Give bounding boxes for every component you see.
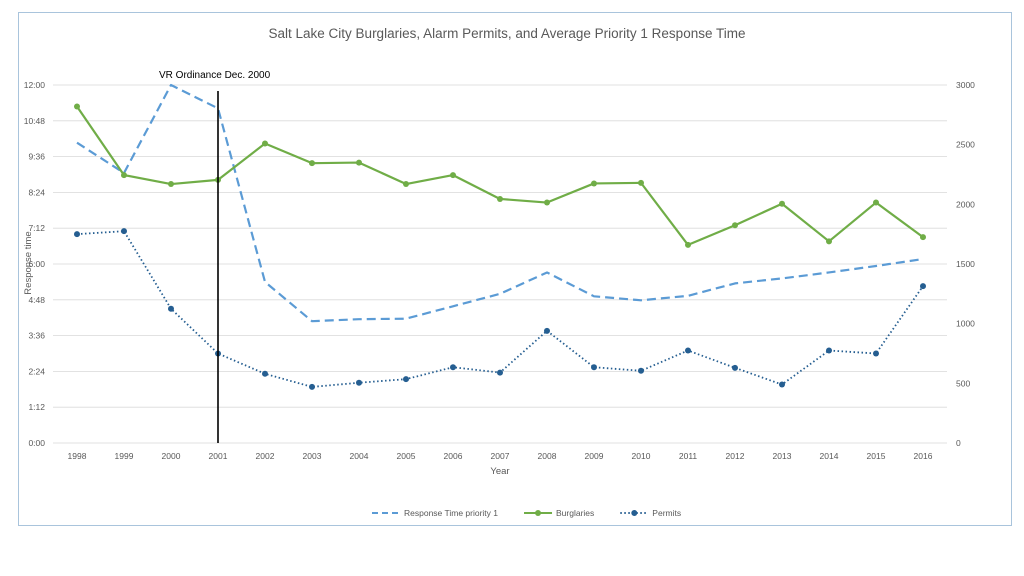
x-tick-label: 2006 <box>444 451 463 461</box>
x-tick-label: 2001 <box>209 451 228 461</box>
y-right-tick-label: 0 <box>956 438 961 448</box>
y-axis-title: Response time <box>23 231 34 294</box>
legend-label-permits: Permits <box>652 508 681 518</box>
y-left-tick-label: 4:48 <box>28 295 45 305</box>
data-point-permits <box>497 369 503 376</box>
legend-marker-burglaries <box>535 510 542 516</box>
y-left-tick-label: 7:12 <box>28 223 45 233</box>
y-right-tick-label: 1000 <box>956 319 975 329</box>
series-line-permits <box>76 230 924 388</box>
series-line-burglaries <box>76 105 924 247</box>
x-tick-label: 1999 <box>115 451 134 461</box>
x-tick-label: 2007 <box>491 451 510 461</box>
x-tick-label: 2010 <box>632 451 651 461</box>
data-point-permits <box>544 327 550 334</box>
x-tick-label: 2012 <box>726 451 745 461</box>
y-left-tick-label: 0:00 <box>28 438 45 448</box>
y-right-tick-label: 500 <box>956 378 970 388</box>
data-point-burglaries <box>920 234 926 241</box>
data-point-permits <box>403 376 409 383</box>
chart-frame: Salt Lake City Burglaries, Alarm Permits… <box>18 12 1012 526</box>
y-left-tick-label: 8:24 <box>28 187 45 197</box>
x-tick-label: 2013 <box>773 451 792 461</box>
legend-label-response-time-priority-1: Response Time priority 1 <box>404 508 498 518</box>
legend-label-burglaries: Burglaries <box>556 508 594 518</box>
data-point-permits <box>732 364 738 371</box>
data-point-permits <box>920 283 926 290</box>
series-layer <box>74 83 926 390</box>
x-tick-label: 2008 <box>538 451 557 461</box>
annotation: VR Ordinance Dec. 2000 <box>159 70 271 443</box>
data-point-burglaries <box>826 238 832 245</box>
data-point-permits <box>638 367 644 374</box>
x-tick-label: 2011 <box>679 451 698 461</box>
data-point-permits <box>873 350 879 357</box>
x-tick-label: 2014 <box>820 451 839 461</box>
y-right-tick-label: 2000 <box>956 199 975 209</box>
x-tick-label: 2002 <box>256 451 275 461</box>
gridlines <box>53 84 947 444</box>
x-tick-label: 2016 <box>914 451 933 461</box>
y-left-tick-label: 3:36 <box>28 331 45 341</box>
y-left-tick-label: 1:12 <box>28 402 45 412</box>
data-point-permits <box>262 370 268 377</box>
y-left-tick-label: 10:48 <box>24 116 46 126</box>
data-point-burglaries <box>544 199 550 206</box>
data-point-permits <box>356 379 362 386</box>
annotation-label: VR Ordinance Dec. 2000 <box>159 70 271 81</box>
data-point-burglaries <box>685 241 691 248</box>
x-axis-title: Year <box>490 466 509 477</box>
x-tick-label: 1998 <box>68 451 87 461</box>
axes: 0:00 1:12 2:24 3:36 4:48 6:00 7:12 8:24 9:36 10:4… <box>24 80 975 461</box>
data-point-burglaries <box>356 159 362 166</box>
data-point-permits <box>685 347 691 354</box>
legend: Response Time priority 1 Burglaries Permit… <box>372 508 681 518</box>
data-point-burglaries <box>450 172 456 179</box>
data-point-permits <box>450 364 456 371</box>
data-point-permits <box>309 383 315 390</box>
y-left-tick-label: 2:24 <box>28 366 45 376</box>
data-point-permits <box>74 231 80 238</box>
data-point-burglaries <box>591 180 597 187</box>
data-point-burglaries <box>779 200 785 207</box>
y-left-tick-label: 6:00 <box>28 259 45 269</box>
data-point-burglaries <box>873 199 879 206</box>
chart-svg: Salt Lake City Burglaries, Alarm Permits… <box>23 26 975 518</box>
x-tick-label: 2009 <box>585 451 604 461</box>
chart-title: Salt Lake City Burglaries, Alarm Permits… <box>269 26 746 41</box>
x-tick-label: 2000 <box>162 451 181 461</box>
data-point-burglaries <box>74 103 80 110</box>
data-point-permits <box>591 364 597 371</box>
legend-marker-permits <box>631 510 638 516</box>
data-point-burglaries <box>403 181 409 188</box>
x-tick-label: 2005 <box>397 451 416 461</box>
x-tick-label: 2015 <box>867 451 886 461</box>
y-right-tick-label: 3000 <box>956 80 975 90</box>
data-point-burglaries <box>732 222 738 229</box>
data-point-permits <box>779 381 785 388</box>
data-point-burglaries <box>121 172 127 179</box>
y-left-tick-label: 9:36 <box>28 152 45 162</box>
data-point-permits <box>121 228 127 235</box>
data-point-burglaries <box>168 181 174 188</box>
y-right-tick-label: 1500 <box>956 259 975 269</box>
data-point-burglaries <box>638 179 644 186</box>
data-point-burglaries <box>497 195 503 202</box>
y-right-tick-label: 2500 <box>956 140 975 150</box>
data-point-burglaries <box>309 160 315 167</box>
data-point-permits <box>826 347 832 354</box>
x-tick-label: 2003 <box>303 451 322 461</box>
y-left-tick-label: 12:00 <box>24 80 46 90</box>
data-point-burglaries <box>262 140 268 147</box>
x-tick-label: 2004 <box>350 451 369 461</box>
data-point-permits <box>168 305 174 312</box>
